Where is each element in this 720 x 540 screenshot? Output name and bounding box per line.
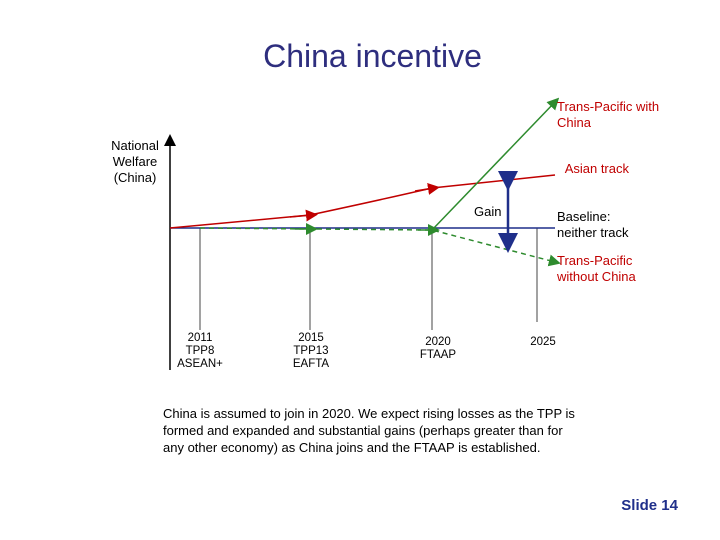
- y-axis-label: National Welfare (China): [111, 138, 159, 185]
- gain-label: Gain: [474, 204, 502, 219]
- milestone-2011: 2011 TPP8 ASEAN+: [170, 332, 230, 371]
- label-trans-pacific-without-china: Trans-Pacific without China: [557, 253, 636, 284]
- asian-track-arrow-2: [414, 183, 440, 195]
- label-asian-track: Asian track: [564, 161, 629, 176]
- label-baseline: Baseline: neither track: [557, 209, 629, 240]
- milestone-event: EAFTA: [292, 358, 330, 370]
- slide-number: Slide 14: [621, 497, 678, 514]
- milestone-year: 2020: [425, 336, 451, 348]
- milestone-year: 2011: [187, 332, 213, 344]
- milestone-2025: 2025: [513, 336, 573, 349]
- explanatory-note: China is assumed to join in 2020. We exp…: [163, 406, 575, 455]
- milestone-year: 2025: [530, 336, 556, 348]
- asian-track-line: [169, 174, 556, 229]
- milestone-year: 2015: [298, 332, 324, 344]
- trans-pacific-without-china-line: [199, 227, 561, 267]
- label-trans-pacific-with-china: Trans-Pacific with China: [557, 99, 660, 130]
- milestone-event: ASEAN+: [177, 358, 223, 370]
- milestone-2020: 2020 FTAAP: [408, 336, 468, 362]
- milestone-event: TPP8: [185, 345, 215, 357]
- milestone-event: TPP13: [293, 345, 329, 357]
- milestone-event: FTAAP: [419, 349, 457, 361]
- slide-title: China incentive: [263, 38, 482, 74]
- asian-track-arrow-1: [289, 209, 318, 222]
- trans-pacific-with-china-line: [431, 97, 560, 231]
- milestone-2015: 2015 TPP13 EAFTA: [281, 332, 341, 371]
